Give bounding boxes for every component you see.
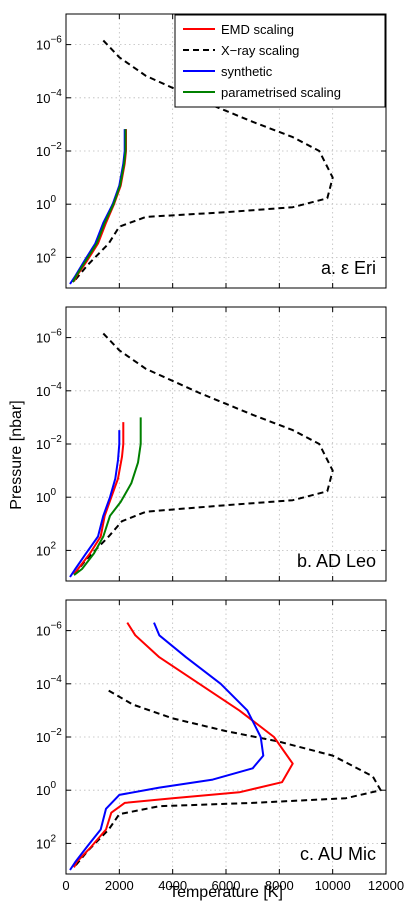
series-line (73, 332, 334, 576)
series-group (69, 39, 334, 285)
series-line (73, 422, 125, 575)
x-tick-label: 2000 (105, 878, 134, 893)
y-tick-label: 10−6 (36, 35, 62, 53)
legend-entry: X−ray scaling (221, 43, 299, 58)
y-tick-label: 10−4 (36, 381, 62, 399)
legend: EMD scaling X−ray scaling synthetic paramet… (174, 14, 386, 108)
y-tick-label: 100 (36, 780, 56, 798)
series-line (72, 129, 127, 283)
series-line (73, 129, 127, 282)
x-tick-label: 8000 (265, 878, 294, 893)
series-line (73, 622, 294, 868)
panel-label: a. ε Eri (321, 258, 376, 278)
series-group (69, 332, 334, 578)
y-tick-label: 10−4 (36, 88, 62, 106)
grid (66, 600, 386, 874)
y-tick-label: 10−4 (36, 674, 62, 692)
series-line (69, 430, 121, 578)
y-tick-label: 10−6 (36, 328, 62, 346)
x-tick-label: 4000 (158, 878, 187, 893)
y-tick-label: 10−2 (36, 434, 62, 452)
panel-label: b. AD Leo (297, 551, 376, 571)
y-tick-label: 10−2 (36, 141, 62, 159)
series-line (73, 417, 142, 576)
series-group (69, 622, 382, 871)
grid (66, 307, 386, 581)
panel-2: 102 100 10−2 10−4 10−6 b. AD Leo (36, 306, 387, 582)
panel-1: 102 100 10−2 10−4 10−6 a. ε Eri EMD scaling X−r… (36, 13, 387, 289)
series-line (69, 622, 265, 871)
legend-entry: parametrised scaling (221, 85, 341, 100)
y-tick-label: 102 (36, 833, 56, 851)
y-tick-label: 10−2 (36, 727, 62, 745)
panel-3: 102 100 10−2 10−4 10−6 c. AU Mic 0 2000 4000 6000… (36, 599, 404, 893)
y-tick-label: 102 (36, 247, 56, 265)
series-line (73, 689, 382, 869)
panels: 102 100 10−2 10−4 10−6 a. ε Eri EMD scaling X−r… (36, 13, 404, 893)
x-tick-label: 10000 (315, 878, 351, 893)
axes-frame (65, 13, 387, 289)
panel-label: c. AU Mic (300, 844, 376, 864)
y-tick-label: 100 (36, 194, 56, 212)
x-tick-label: 6000 (212, 878, 241, 893)
legend-entry: synthetic (221, 64, 273, 79)
x-tick-label: 0 (62, 878, 69, 893)
legend-entry: EMD scaling (221, 22, 294, 37)
y-tick-label: 102 (36, 540, 56, 558)
series-line (69, 129, 126, 285)
axes-frame (65, 306, 387, 582)
y-tick-label: 10−6 (36, 621, 62, 639)
y-tick-label: 100 (36, 487, 56, 505)
x-tick-label: 12000 (368, 878, 404, 893)
series-line (73, 39, 334, 283)
axes-frame (65, 599, 387, 875)
x-axis-label: Temperature [K] (169, 884, 283, 901)
y-axis-label: Pressure [nbar] (8, 400, 25, 509)
